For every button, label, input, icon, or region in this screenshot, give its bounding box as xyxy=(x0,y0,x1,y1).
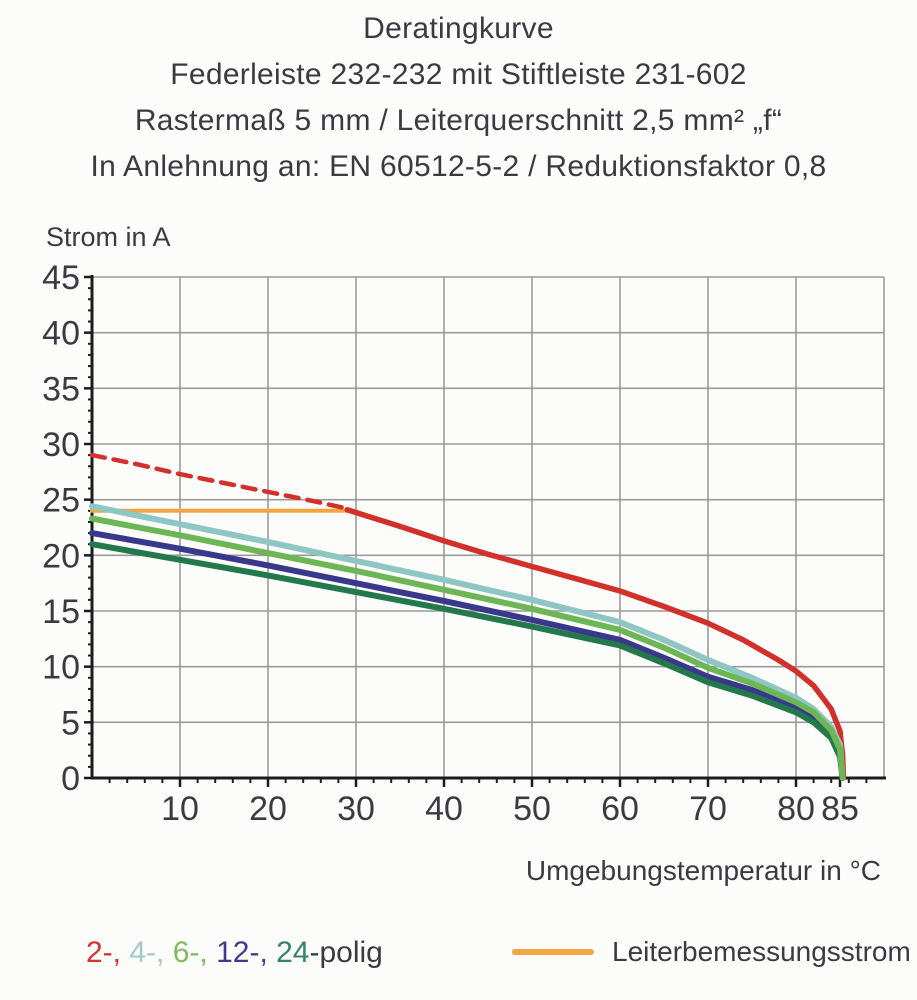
y-axis-title: Strom in A xyxy=(46,222,171,252)
x-tick-label-60: 60 xyxy=(601,790,639,828)
chart-subtitle-1: Federleiste 232-232 mit Stiftleiste 231-… xyxy=(170,58,747,91)
legend-pole-item: -polig xyxy=(309,936,383,969)
curve-6-polig xyxy=(89,515,846,781)
chart-title-block: Deratingkurve Federleiste 232-232 mit St… xyxy=(0,6,917,190)
chart-subtitle-3: In Anlehnung an: EN 60512-5-2 / Reduktio… xyxy=(90,150,827,183)
y-tick-label-30: 30 xyxy=(42,426,80,464)
legend-pole-item: 24 xyxy=(276,936,310,969)
legend-pole-item: 2-, xyxy=(86,936,130,969)
y-tick-label-20: 20 xyxy=(42,537,80,575)
y-tick-label-40: 40 xyxy=(42,315,80,353)
legend-pole-item: 12-, xyxy=(216,936,277,969)
legend-poles: 2-, 4-, 6-, 12-, 24-polig xyxy=(86,936,383,970)
y-tick-label-10: 10 xyxy=(42,649,80,687)
y-tick-label-0: 0 xyxy=(61,760,80,798)
curve-24-polig xyxy=(89,541,846,781)
curve-12-polig xyxy=(89,530,846,781)
x-tick-label-40: 40 xyxy=(425,790,463,828)
curve-2-polig-gestrichelt-oberhalb-leiterbemessungsstrom- xyxy=(89,452,350,511)
y-tick-label-5: 5 xyxy=(61,704,80,742)
x-tick-label-30: 30 xyxy=(337,790,375,828)
y-tick-label-35: 35 xyxy=(42,370,80,408)
x-tick-label-10: 10 xyxy=(161,790,199,828)
x-tick-label-20: 20 xyxy=(249,790,287,828)
x-tick-label-80: 80 xyxy=(777,790,815,828)
legend-rated-current: Leiterbemessungsstrom xyxy=(512,936,911,968)
rated-current-line-swatch xyxy=(512,949,594,955)
curve-2-polig xyxy=(344,506,847,781)
x-tick-label-85: 85 xyxy=(821,790,859,828)
chart-title: Deratingkurve xyxy=(363,12,554,45)
y-tick-label-45: 45 xyxy=(42,259,80,297)
x-axis-title: Umgebungstemperatur in °C xyxy=(525,855,881,886)
rated-current-label: Leiterbemessungsstrom xyxy=(612,936,911,967)
x-tick-label-50: 50 xyxy=(513,790,551,828)
y-tick-label-15: 15 xyxy=(42,593,80,631)
legend-pole-item: 4-, xyxy=(129,936,173,969)
x-tick-label-70: 70 xyxy=(689,790,727,828)
y-tick-label-25: 25 xyxy=(42,482,80,520)
legend-pole-item: 6-, xyxy=(172,936,217,969)
chart-subtitle-2: Rastermaß 5 mm / Leiterquerschnitt 2,5 m… xyxy=(134,104,783,137)
